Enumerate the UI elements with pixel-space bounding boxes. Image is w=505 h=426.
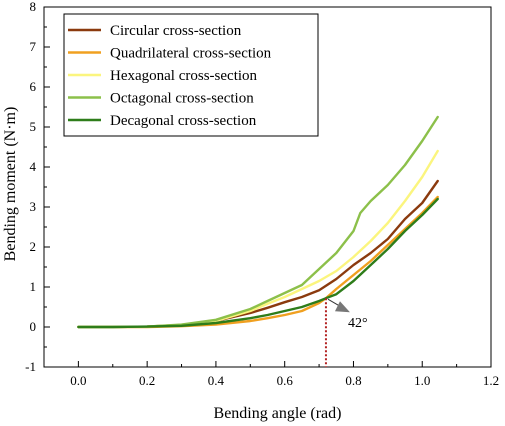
y-tick-label: -1	[25, 359, 36, 374]
series-line-5	[77, 197, 439, 329]
y-tick-label: 2	[30, 239, 37, 254]
legend-entry-1: Circular cross-section	[110, 23, 242, 39]
y-tick-label: 1	[30, 279, 37, 294]
annotation-arrow-head	[334, 301, 350, 313]
x-tick-label: 1.2	[483, 373, 499, 388]
series-line-4	[77, 115, 439, 329]
legend-entry-2: Quadrilateral cross-section	[110, 46, 272, 62]
y-tick-label: 0	[30, 319, 37, 334]
y-tick-label: 4	[30, 159, 37, 174]
y-tick-label: 8	[30, 0, 37, 14]
x-axis-title: Bending angle (rad)	[214, 405, 342, 422]
y-tick-label: 6	[30, 79, 37, 94]
plot-area: 0.0 0.2 0.4 0.6 0.8 1.0 1.2 -1 0 1 2 3 4 5 6 7 8 Bending …	[2, 0, 499, 422]
annotation-label: 42°	[348, 316, 368, 331]
y-tick-label: 7	[30, 39, 37, 54]
annotation-arrow-shaft	[327, 298, 341, 307]
x-tick-label: 0.4	[208, 373, 225, 388]
x-tick-label: 0.6	[277, 373, 294, 388]
y-axis-title: Bending moment (N·m)	[2, 107, 19, 262]
legend-entry-4: Octagonal cross-section	[110, 91, 254, 107]
legend-entry-5: Decagonal cross-section	[110, 113, 257, 129]
x-tick-label: 0.8	[345, 373, 361, 388]
y-tick-label: 5	[30, 119, 37, 134]
x-tick-label: 0.0	[70, 373, 86, 388]
y-tick-label: 3	[30, 199, 37, 214]
x-tick-label: 0.2	[139, 373, 155, 388]
legend-entry-3: Hexagonal cross-section	[110, 68, 258, 84]
x-tick-label: 1.0	[414, 373, 430, 388]
series-line-3	[77, 149, 439, 329]
legend-box	[63, 13, 319, 137]
